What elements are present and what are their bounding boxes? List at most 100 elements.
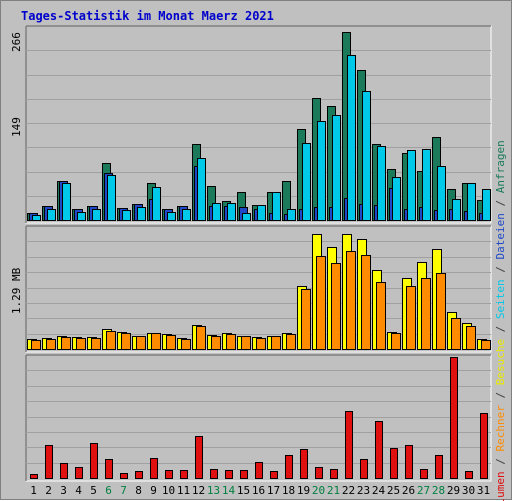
x-tick-label: 27 (417, 484, 430, 497)
x-tick-label: 20 (312, 484, 325, 497)
x-tick-label: 4 (75, 484, 82, 497)
bar-volumen-day-8 (135, 471, 143, 479)
bar-rechner-day-21 (331, 263, 341, 350)
bar-rechner-day-8 (136, 336, 146, 350)
bar-rechner-day-11 (181, 339, 191, 350)
bar-seiten-day-5 (92, 209, 101, 221)
x-tick-label: 16 (252, 484, 265, 497)
bar-volumen-day-30 (465, 471, 473, 479)
legend-part: / (494, 452, 507, 472)
chart-title: Tages-Statistik im Monat Maerz 2021 (21, 9, 274, 23)
legend-text: Volumen / Rechner / Besuche / Seiten / D… (494, 140, 507, 501)
legend-part: Besuche (494, 339, 507, 385)
bar-rechner-day-10 (166, 335, 176, 350)
x-tick-label: 25 (387, 484, 400, 497)
bar-seiten-day-30 (467, 183, 476, 221)
bar-seiten-day-11 (182, 209, 191, 221)
legend-part: Volumen (494, 471, 507, 501)
bar-volumen-day-16 (255, 462, 263, 479)
legend-part: / (494, 319, 507, 339)
bar-volumen-day-22 (345, 411, 353, 479)
x-tick-label: 9 (150, 484, 157, 497)
x-tick-label: 8 (135, 484, 142, 497)
bar-volumen-day-1 (30, 474, 38, 479)
bar-rechner-day-26 (406, 286, 416, 350)
bar-seiten-day-26 (407, 150, 416, 221)
bar-seiten-day-29 (452, 199, 461, 221)
bar-rechner-day-15 (241, 336, 251, 350)
bar-seiten-day-20 (317, 121, 326, 221)
x-tick-label: 11 (177, 484, 190, 497)
bar-seiten-day-15 (242, 213, 251, 221)
legend-part: Seiten (494, 279, 507, 319)
bar-volumen-day-10 (165, 470, 173, 479)
bar-rechner-day-9 (151, 333, 161, 350)
x-tick-label: 28 (432, 484, 445, 497)
x-tick-label: 17 (267, 484, 280, 497)
legend-part: Dateien (494, 213, 507, 259)
bar-volumen-day-13 (210, 469, 218, 479)
bar-seiten-day-4 (77, 212, 86, 221)
legend-part: / (494, 385, 507, 405)
x-tick-label: 2 (45, 484, 52, 497)
bar-rechner-day-22 (346, 251, 356, 350)
bar-seiten-day-16 (257, 205, 266, 221)
bar-rechner-day-1 (31, 340, 41, 350)
bar-volumen-day-12 (195, 436, 203, 479)
bar-seiten-day-27 (422, 149, 431, 221)
x-tick-label: 21 (327, 484, 340, 497)
bar-rechner-day-28 (436, 273, 446, 350)
bar-volumen-day-31 (480, 413, 488, 479)
x-tick-label: 26 (402, 484, 415, 497)
x-tick-label: 10 (162, 484, 175, 497)
bar-volumen-day-15 (240, 470, 248, 479)
bar-rechner-day-20 (316, 256, 326, 350)
bar-seiten-day-7 (122, 210, 131, 221)
bar-seiten-day-28 (437, 166, 446, 221)
bar-volumen-day-4 (75, 467, 83, 479)
x-tick-label: 24 (372, 484, 386, 497)
bar-volumen-day-5 (90, 443, 98, 479)
x-tick-label: 3 (60, 484, 67, 497)
bar-seiten-day-19 (302, 143, 311, 221)
bar-seiten-day-17 (272, 192, 281, 221)
bar-volumen-day-24 (375, 421, 383, 479)
bar-volumen-day-9 (150, 458, 158, 479)
bar-volumen-day-23 (360, 459, 368, 479)
bar-rechner-day-27 (421, 278, 431, 350)
x-tick-label: 14 (222, 484, 236, 497)
legend-part: / (494, 193, 507, 213)
x-tick-label: 29 (447, 484, 460, 497)
bar-volumen-day-3 (60, 463, 68, 479)
bar-rechner-day-3 (61, 337, 71, 350)
x-tick-label: 12 (192, 484, 205, 497)
bar-rechner-day-30 (466, 326, 476, 350)
legend-part: / (494, 259, 507, 279)
x-tick-label: 23 (357, 484, 370, 497)
bar-rechner-day-12 (196, 326, 206, 350)
bar-volumen-day-6 (105, 459, 113, 479)
bar-seiten-day-12 (197, 158, 206, 221)
legend-part: Anfragen (494, 140, 507, 193)
x-tick-label: 13 (207, 484, 220, 497)
bar-rechner-day-19 (301, 289, 311, 350)
bar-volumen-day-28 (435, 455, 443, 479)
right-legend: Volumen / Rechner / Besuche / Seiten / D… (494, 140, 507, 501)
bar-seiten-day-9 (152, 187, 161, 221)
x-tick-label: 30 (462, 484, 475, 497)
bar-seiten-day-21 (332, 115, 341, 221)
bar-seiten-day-25 (392, 177, 401, 221)
bar-volumen-day-25 (390, 448, 398, 479)
bar-volumen-day-7 (120, 473, 128, 479)
bar-seiten-day-31 (482, 189, 491, 221)
bar-seiten-day-3 (62, 183, 71, 221)
bar-rechner-day-18 (286, 334, 296, 350)
bar-rechner-day-14 (226, 334, 236, 350)
x-tick-label: 15 (237, 484, 250, 497)
bar-rechner-day-23 (361, 255, 371, 350)
bar-rechner-day-29 (451, 318, 461, 350)
bar-seiten-day-24 (377, 146, 386, 221)
bar-seiten-day-13 (212, 203, 221, 221)
